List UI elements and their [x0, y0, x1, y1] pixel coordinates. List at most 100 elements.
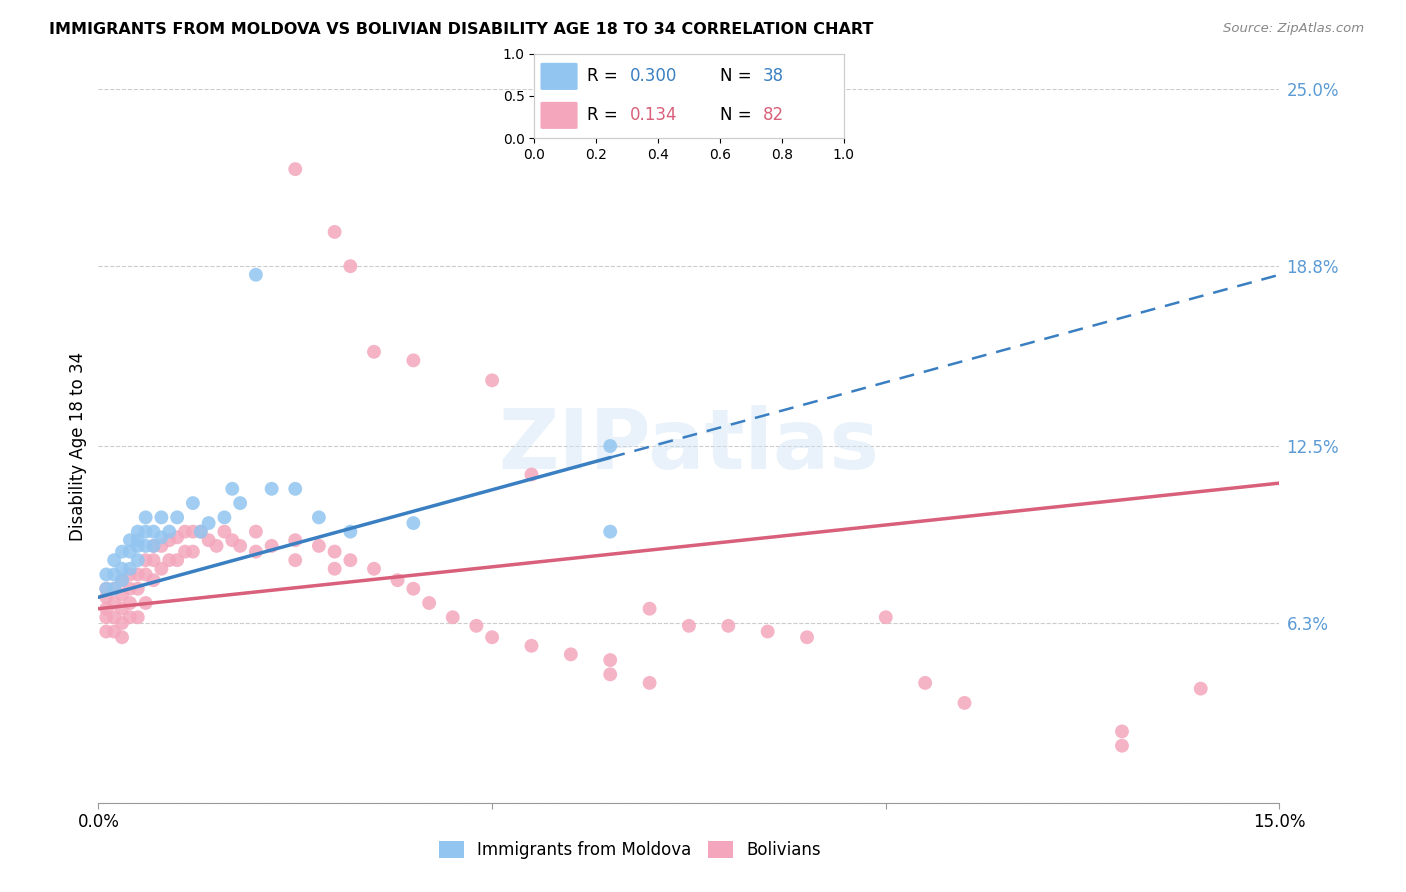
Point	[103, 553, 125, 567]
Point	[135, 567, 157, 582]
Point	[103, 596, 125, 610]
Point	[150, 562, 173, 576]
Point	[481, 630, 503, 644]
Point	[1111, 739, 1133, 753]
Point	[111, 573, 134, 587]
Point	[214, 510, 236, 524]
Point	[914, 676, 936, 690]
Point	[142, 524, 165, 539]
Text: R =: R =	[586, 68, 623, 86]
Point	[796, 630, 818, 644]
Point	[197, 533, 219, 548]
Point	[111, 601, 134, 615]
Y-axis label: Disability Age 18 to 34: Disability Age 18 to 34	[69, 351, 87, 541]
Point	[481, 373, 503, 387]
Point	[111, 544, 134, 558]
Point	[96, 610, 118, 624]
Point	[174, 524, 197, 539]
Point	[756, 624, 779, 639]
Point	[96, 624, 118, 639]
Point	[96, 567, 118, 582]
Point	[221, 533, 243, 548]
Point	[402, 353, 425, 368]
Point	[181, 496, 204, 510]
Point	[96, 591, 118, 605]
Point	[166, 553, 188, 567]
Point	[599, 524, 621, 539]
Point	[111, 562, 134, 576]
Point	[363, 562, 385, 576]
Point	[339, 259, 361, 273]
Point	[135, 510, 157, 524]
Point	[103, 610, 125, 624]
Point	[363, 344, 385, 359]
Point	[284, 162, 307, 177]
Point	[190, 524, 212, 539]
Point	[118, 610, 141, 624]
Point	[142, 553, 165, 567]
Point	[560, 648, 582, 662]
Point	[418, 596, 440, 610]
Point	[103, 567, 125, 582]
Text: 82: 82	[763, 106, 785, 124]
Point	[339, 553, 361, 567]
Text: R =: R =	[586, 106, 623, 124]
Point	[953, 696, 976, 710]
Text: IMMIGRANTS FROM MOLDOVA VS BOLIVIAN DISABILITY AGE 18 TO 34 CORRELATION CHART: IMMIGRANTS FROM MOLDOVA VS BOLIVIAN DISA…	[49, 22, 873, 37]
Legend: Immigrants from Moldova, Bolivians: Immigrants from Moldova, Bolivians	[432, 834, 828, 866]
Text: 0.300: 0.300	[630, 68, 678, 86]
Point	[127, 582, 149, 596]
Point	[308, 510, 330, 524]
Point	[127, 524, 149, 539]
Point	[599, 653, 621, 667]
Point	[323, 562, 346, 576]
Point	[214, 524, 236, 539]
Point	[96, 582, 118, 596]
Point	[245, 544, 267, 558]
Point	[387, 573, 409, 587]
Point	[678, 619, 700, 633]
Point	[174, 544, 197, 558]
Point	[284, 533, 307, 548]
Point	[181, 524, 204, 539]
Point	[142, 539, 165, 553]
Text: ZIPatlas: ZIPatlas	[499, 406, 879, 486]
Point	[441, 610, 464, 624]
Point	[150, 530, 173, 544]
Point	[308, 539, 330, 553]
Point	[1189, 681, 1212, 696]
Point	[402, 516, 425, 530]
Point	[150, 539, 173, 553]
Point	[157, 553, 180, 567]
Point	[717, 619, 740, 633]
Point	[465, 619, 488, 633]
Point	[229, 496, 252, 510]
Text: N =: N =	[720, 68, 756, 86]
Point	[260, 539, 283, 553]
Point	[118, 533, 141, 548]
Point	[260, 482, 283, 496]
Point	[96, 582, 118, 596]
Point	[284, 553, 307, 567]
Point	[135, 553, 157, 567]
Point	[127, 533, 149, 548]
Text: 0.134: 0.134	[630, 106, 678, 124]
Point	[875, 610, 897, 624]
Point	[284, 482, 307, 496]
Point	[197, 516, 219, 530]
Point	[142, 573, 165, 587]
Point	[103, 582, 125, 596]
Point	[127, 567, 149, 582]
Point	[339, 524, 361, 539]
Point	[1111, 724, 1133, 739]
Point	[520, 467, 543, 482]
Text: 38: 38	[763, 68, 785, 86]
Point	[638, 601, 661, 615]
Point	[111, 615, 134, 630]
Point	[118, 544, 141, 558]
Point	[166, 510, 188, 524]
Point	[599, 439, 621, 453]
Point	[111, 573, 134, 587]
Point	[221, 482, 243, 496]
Point	[118, 596, 141, 610]
